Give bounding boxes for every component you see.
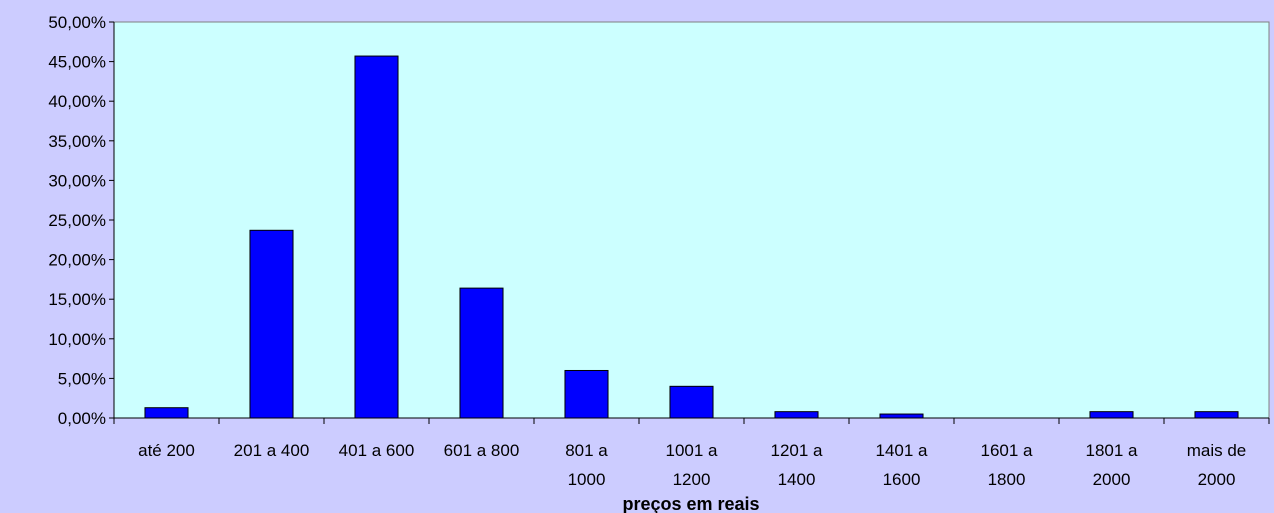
y-tick-label: 25,00% — [48, 211, 106, 230]
bar — [564, 369, 609, 419]
bar — [249, 229, 294, 419]
y-tick-label: 35,00% — [48, 132, 106, 151]
x-tick-label: mais de 2000 — [1187, 441, 1247, 489]
y-tick-label: 20,00% — [48, 251, 106, 270]
x-tick-label: 601 a 800 — [444, 441, 520, 460]
x-tick-label: até 200 — [138, 441, 195, 460]
x-tick-label: 201 a 400 — [234, 441, 310, 460]
bar — [879, 413, 924, 419]
x-tick-label: 1001 a 1200 — [666, 441, 719, 489]
y-axis-ticks: 0,00% 5,00% 10,00% 15,00% 20,00% 25,00% 30,00%… — [48, 13, 114, 428]
bar — [1089, 411, 1134, 419]
bar — [459, 287, 504, 419]
x-tick-label: 801 a 1000 — [565, 441, 608, 489]
x-tick-label: 1601 a 1800 — [981, 441, 1034, 489]
y-tick-label: 30,00% — [48, 171, 106, 190]
x-tick-label: 1201 a 1400 — [771, 441, 824, 489]
y-tick-label: 15,00% — [48, 290, 106, 309]
y-tick-label: 0,00% — [58, 409, 106, 428]
bars — [144, 55, 1239, 419]
x-tick-label: 1401 a 1600 — [876, 441, 929, 489]
bar — [1194, 411, 1239, 419]
y-tick-label: 10,00% — [48, 330, 106, 349]
x-tick-label: 1801 a 2000 — [1086, 441, 1139, 489]
y-tick-label: 50,00% — [48, 13, 106, 32]
bar — [144, 407, 189, 419]
plot-area — [113, 21, 1270, 419]
y-tick-label: 40,00% — [48, 92, 106, 111]
y-tick-label: 45,00% — [48, 53, 106, 72]
x-axis-title: preços em reais — [622, 494, 759, 513]
y-tick-label: 5,00% — [58, 369, 106, 388]
bar — [669, 385, 714, 419]
bar — [354, 55, 399, 419]
x-tick-label: 401 a 600 — [339, 441, 415, 460]
bar — [774, 411, 819, 419]
